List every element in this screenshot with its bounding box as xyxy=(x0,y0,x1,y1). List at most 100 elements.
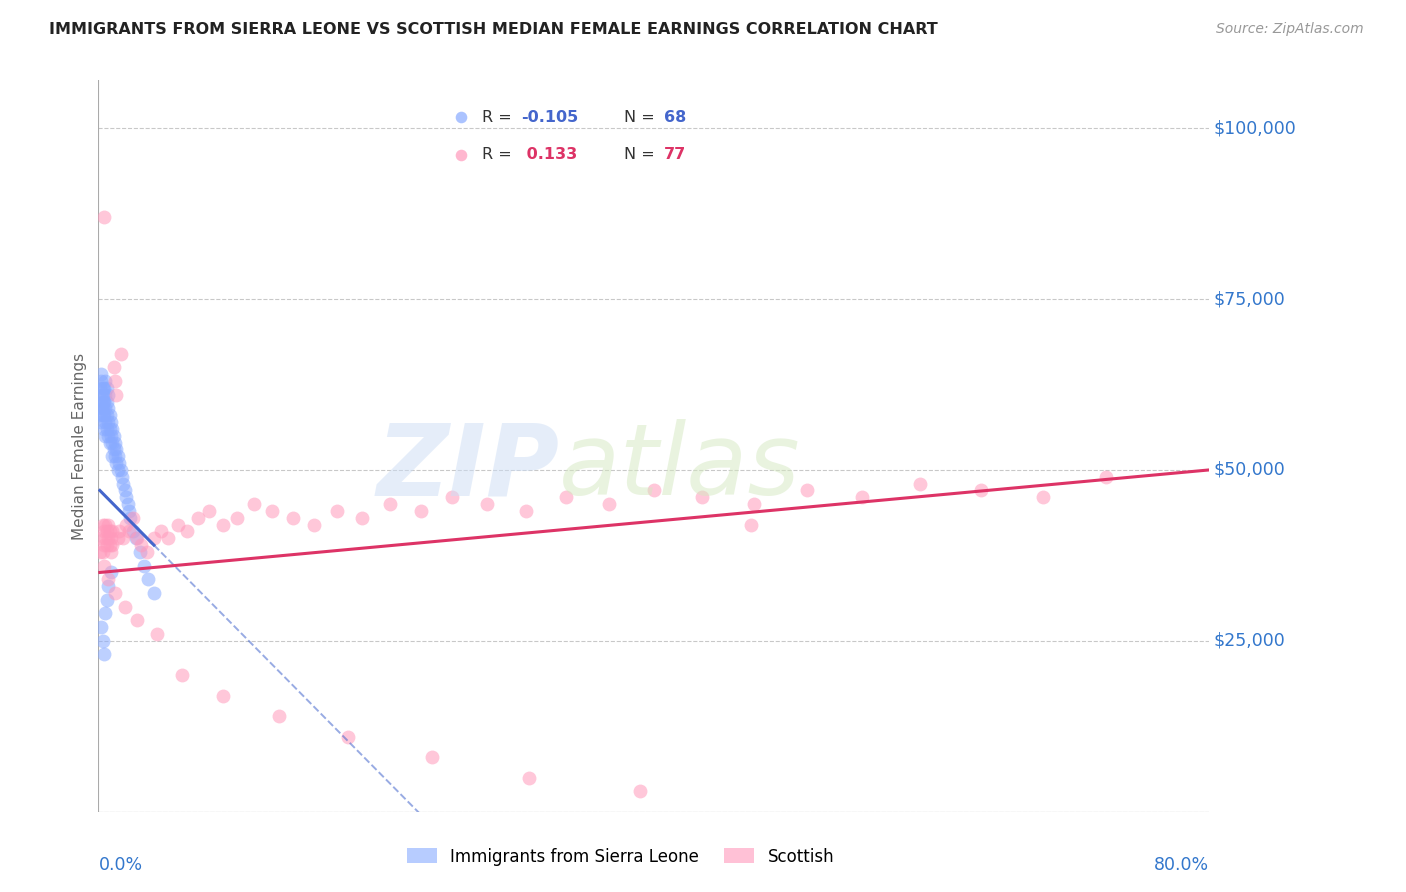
Point xyxy=(90,374,112,388)
Text: IMMIGRANTS FROM SIERRA LEONE VS SCOTTISH MEDIAN FEMALE EARNINGS CORRELATION CHAR: IMMIGRANTS FROM SIERRA LEONE VS SCOTTISH… xyxy=(49,22,938,37)
Point xyxy=(170,668,193,682)
Point xyxy=(94,517,117,532)
Point xyxy=(226,510,249,524)
Point xyxy=(96,524,118,539)
Point xyxy=(97,388,120,402)
Point xyxy=(97,429,120,443)
Point xyxy=(378,497,401,511)
Point xyxy=(96,381,118,395)
Point xyxy=(96,409,118,423)
Point xyxy=(93,558,115,573)
Point xyxy=(851,490,873,504)
Point xyxy=(96,394,118,409)
Point xyxy=(143,586,166,600)
Point xyxy=(326,504,349,518)
Point xyxy=(115,490,138,504)
Point xyxy=(104,374,127,388)
Point xyxy=(96,592,118,607)
Point xyxy=(105,442,128,457)
Point xyxy=(129,545,152,559)
Point xyxy=(337,730,360,744)
Text: Source: ZipAtlas.com: Source: ZipAtlas.com xyxy=(1216,22,1364,37)
Point xyxy=(515,504,537,518)
Point xyxy=(89,545,111,559)
Point xyxy=(143,531,166,545)
Point xyxy=(100,415,122,429)
Point xyxy=(475,497,499,511)
Point xyxy=(94,415,117,429)
Text: N =: N = xyxy=(624,147,661,162)
Point xyxy=(97,415,120,429)
Point xyxy=(93,210,115,224)
Point xyxy=(628,784,651,798)
Point xyxy=(98,435,121,450)
Point xyxy=(91,517,114,532)
Point xyxy=(420,750,443,764)
Text: N =: N = xyxy=(624,110,661,125)
Point xyxy=(120,510,142,524)
Point xyxy=(103,360,125,375)
Point xyxy=(127,613,149,627)
Point xyxy=(517,771,540,785)
Point xyxy=(450,111,472,125)
Point xyxy=(98,409,121,423)
Point xyxy=(98,524,121,539)
Text: 77: 77 xyxy=(664,147,686,162)
Point xyxy=(97,572,120,586)
Point xyxy=(156,531,179,545)
Point xyxy=(96,538,118,552)
Point xyxy=(107,531,129,545)
Point xyxy=(243,497,266,511)
Y-axis label: Median Female Earnings: Median Female Earnings xyxy=(72,352,87,540)
Point xyxy=(212,517,235,532)
Point xyxy=(145,627,167,641)
Point xyxy=(93,394,115,409)
Text: 68: 68 xyxy=(664,110,686,125)
Point xyxy=(101,435,124,450)
Text: R =: R = xyxy=(482,147,517,162)
Point xyxy=(112,476,135,491)
Text: $50,000: $50,000 xyxy=(1213,461,1285,479)
Point xyxy=(93,381,115,395)
Point xyxy=(281,510,304,524)
Point xyxy=(138,572,160,586)
Point xyxy=(94,531,117,545)
Point xyxy=(96,422,118,436)
Point xyxy=(90,388,112,402)
Point xyxy=(555,490,578,504)
Point xyxy=(1032,490,1054,504)
Legend: Immigrants from Sierra Leone, Scottish: Immigrants from Sierra Leone, Scottish xyxy=(406,847,834,865)
Point xyxy=(100,531,122,545)
Point xyxy=(90,531,112,545)
Point xyxy=(352,510,374,524)
Point xyxy=(97,517,120,532)
Point xyxy=(131,538,153,552)
Text: 0.0%: 0.0% xyxy=(98,856,142,874)
Point xyxy=(100,429,122,443)
Point xyxy=(103,429,125,443)
Point xyxy=(127,531,149,545)
Point xyxy=(98,422,121,436)
Point xyxy=(114,599,136,614)
Point xyxy=(598,497,620,511)
Point xyxy=(441,490,464,504)
Point xyxy=(91,545,114,559)
Point xyxy=(90,415,112,429)
Point xyxy=(91,388,114,402)
Point xyxy=(89,409,111,423)
Point xyxy=(98,538,121,552)
Text: 80.0%: 80.0% xyxy=(1154,856,1209,874)
Text: $100,000: $100,000 xyxy=(1213,120,1296,137)
Point xyxy=(740,517,762,532)
Point xyxy=(117,497,139,511)
Point xyxy=(93,422,115,436)
Point xyxy=(692,490,714,504)
Point xyxy=(94,388,117,402)
Point xyxy=(107,463,129,477)
Text: -0.105: -0.105 xyxy=(522,110,579,125)
Point xyxy=(100,566,122,580)
Text: $75,000: $75,000 xyxy=(1213,290,1285,308)
Point xyxy=(409,504,432,518)
Point xyxy=(198,504,221,518)
Point xyxy=(114,483,136,498)
